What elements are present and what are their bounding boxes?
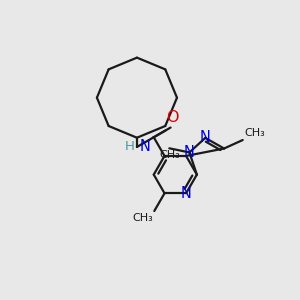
- Text: H: H: [125, 140, 135, 154]
- Text: N: N: [200, 130, 211, 146]
- Text: O: O: [166, 110, 178, 125]
- Text: N: N: [139, 140, 150, 154]
- Text: CH₃: CH₃: [132, 212, 153, 223]
- Text: N: N: [184, 145, 195, 160]
- Text: CH₃: CH₃: [244, 128, 265, 139]
- Text: CH₃: CH₃: [159, 150, 180, 160]
- Text: N: N: [181, 186, 191, 201]
